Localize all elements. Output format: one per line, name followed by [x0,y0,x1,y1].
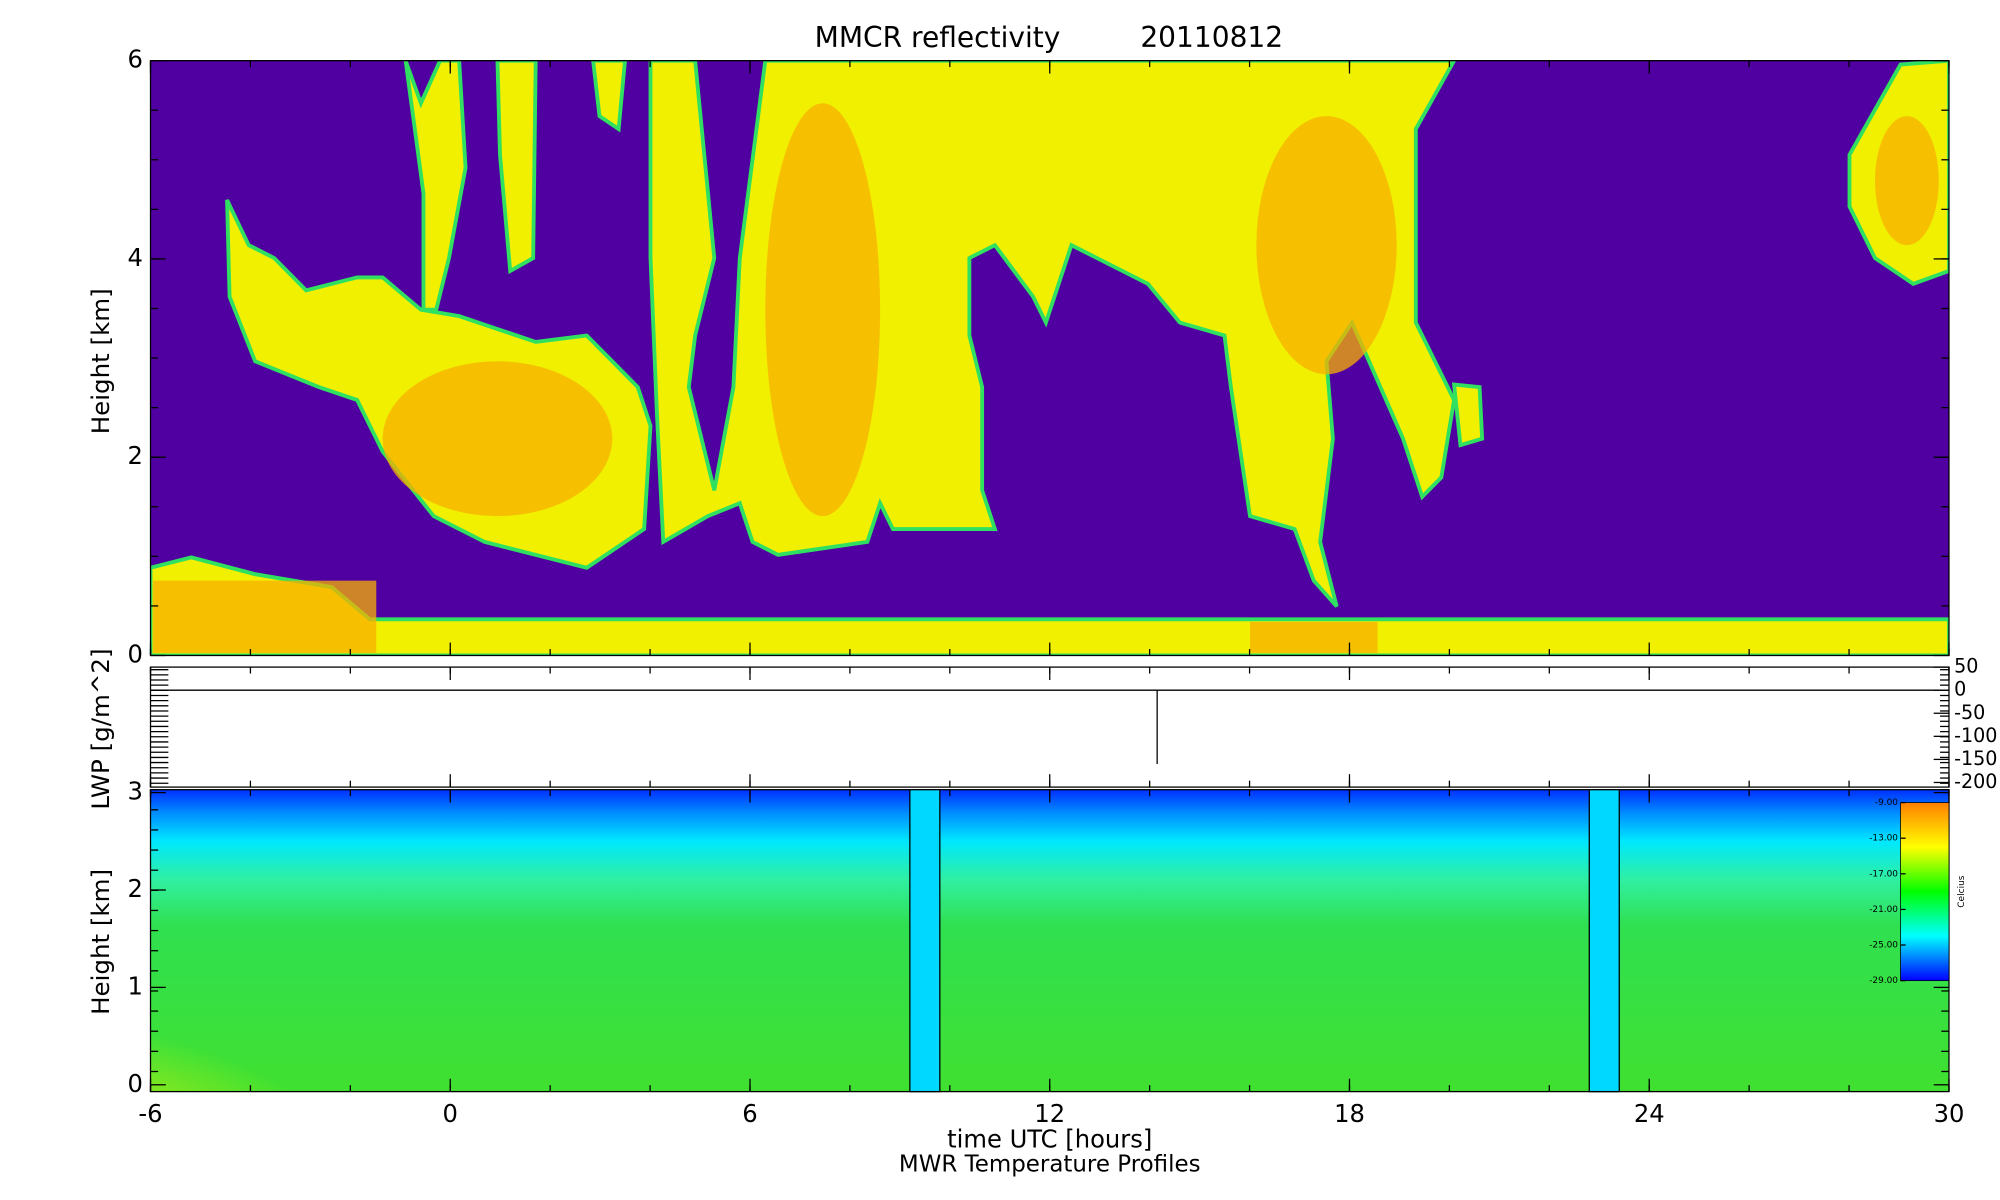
chart-title: MMCR reflectivity [815,21,1061,54]
y-tick-label: 6 [127,45,142,74]
background [150,789,1949,1092]
x-tick-label: 6 [742,1099,757,1128]
colorbar [1900,802,1950,982]
core [153,580,377,653]
y-axis-label: Height [km] [86,869,115,1015]
missing-data [909,789,941,1093]
y2-tick-label: -200 [1954,770,1997,793]
core [1250,621,1378,653]
y2-tick-label: 50 [1954,655,1978,678]
x-tick-label: 0 [443,1099,458,1128]
core [765,103,881,517]
cloud [495,60,538,275]
colorbar-tick-label: -13.00 [1869,834,1898,844]
colorbar-tick-label: -17.00 [1869,869,1898,879]
colorbar-tick-label: -21.00 [1869,905,1898,915]
y-axis-label: LWP [g/m^2] [86,648,115,809]
x-tick-label: 18 [1334,1099,1365,1128]
y-tick-label: 4 [127,243,142,272]
core [382,361,613,517]
lwp-line [150,689,1949,765]
missing-data [1588,789,1620,1093]
colorbar-label: Celcius [1957,875,1967,908]
warm-area [150,1014,345,1092]
y-tick-label: 1 [127,971,142,1000]
y-tick-label: 2 [127,874,142,903]
panel-title: MWR Temperature Profiles [899,1152,1201,1178]
cloud [403,60,468,312]
y-axis-label: Height [km] [86,288,115,434]
chart-subtitle: 20110812 [1140,21,1283,54]
x-tick-label: 12 [1034,1099,1065,1128]
colorbar-tick-label: -29.00 [1869,976,1898,986]
cloud [1451,382,1485,448]
core [1256,116,1397,375]
colorbar-tick-label: -25.00 [1869,941,1898,951]
strong-echoes [153,103,1939,653]
y-tick-label: 0 [127,639,142,668]
core [1875,116,1939,246]
y2-tick-label: 0 [1954,678,1966,701]
y-tick-label: 3 [127,777,142,806]
x-tick-label: 24 [1634,1099,1665,1128]
x-axis-label: time UTC [hours] [947,1125,1152,1154]
y-tick-label: 2 [127,441,142,470]
x-tick-label: -6 [138,1099,162,1128]
colorbar-tick-label: -9.00 [1875,798,1898,808]
y-tick-label: 0 [127,1069,142,1098]
x-tick-label: 30 [1934,1099,1965,1128]
y2-tick-label: -50 [1954,701,1985,724]
temperature-field [150,789,1949,1092]
frame [149,666,1950,788]
cloud [591,60,627,133]
y2-tick-label: -150 [1954,747,1997,770]
y2-tick-label: -100 [1954,724,1997,747]
reflectivity-field [150,60,1949,656]
